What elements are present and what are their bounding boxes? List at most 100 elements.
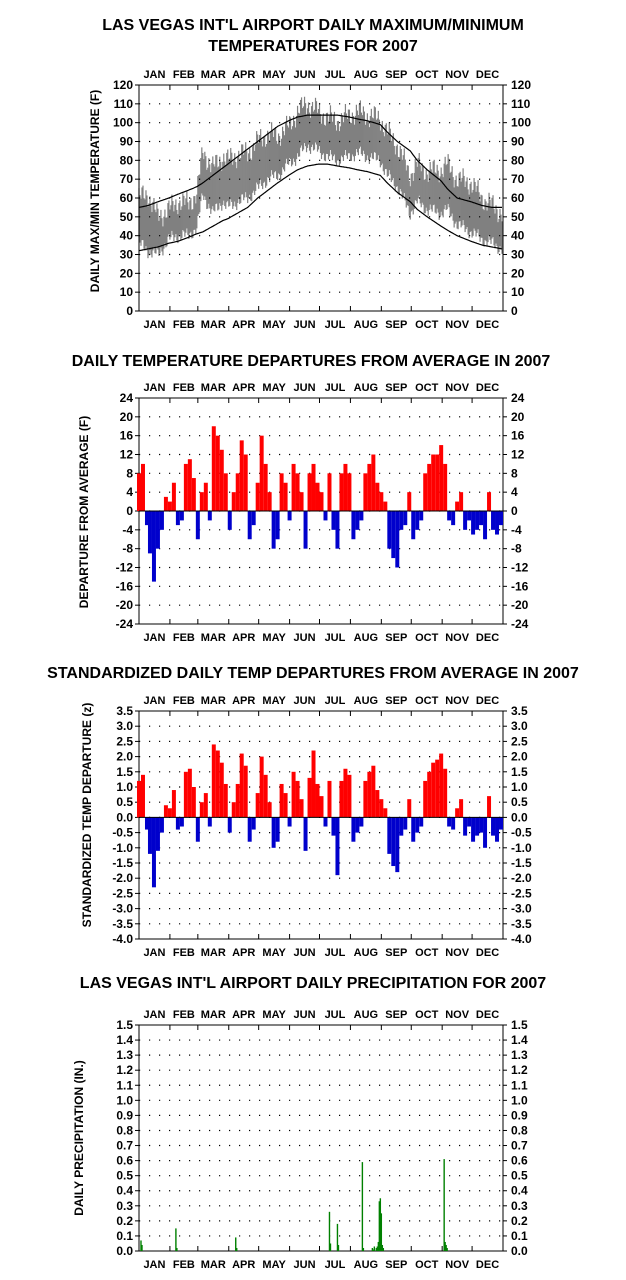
precip-bar [382, 1247, 385, 1251]
departure-bar [455, 501, 460, 511]
departure-bar [183, 771, 188, 818]
departure-bar [331, 817, 336, 836]
month-label-bottom-1-9: OCT [415, 632, 439, 644]
departure-bar [383, 501, 388, 511]
ytick-label-left-0-4: 40 [120, 229, 134, 243]
month-label-bottom-0-5: JUN [294, 319, 316, 331]
precip-bar [141, 1244, 143, 1251]
departure-bar [363, 473, 368, 511]
ytick-label-right-3-2: 0.2 [511, 1214, 528, 1228]
month-label-top-3-5: JUN [294, 1009, 316, 1021]
month-label-top-3-6: JUL [325, 1009, 346, 1021]
ytick-label-right-0-9: 90 [511, 135, 525, 149]
ytick-label-right-2-6: -1.0 [511, 841, 532, 855]
departure-bar [471, 817, 476, 842]
precip-bar [378, 1201, 381, 1251]
ytick-label-left-1-3: -12 [116, 561, 134, 575]
departure-bar [167, 501, 172, 511]
month-label-bottom-1-7: AUG [354, 632, 378, 644]
departure-bar [215, 435, 220, 511]
departure-bar [343, 768, 348, 818]
departure-bar [239, 753, 244, 818]
departure-bar [307, 473, 312, 511]
departure-bar [407, 492, 412, 511]
ytick-label-left-2-9: 0.5 [116, 795, 133, 809]
ytick-label-right-3-12: 1.2 [511, 1063, 528, 1077]
departure-bar [451, 511, 456, 526]
departure-bar [155, 511, 160, 549]
departure-bar [431, 762, 436, 818]
departure-bar [251, 817, 256, 830]
departure-bar [335, 511, 340, 549]
departure-bar [499, 817, 503, 830]
ytick-label-left-3-14: 1.4 [116, 1033, 133, 1047]
ytick-label-right-2-10: 1.0 [511, 780, 528, 794]
departure-bar [211, 426, 216, 511]
chart3-ylabel: STANDARDIZED TEMP DEPARTURE (z) [80, 703, 94, 928]
month-label-bottom-3-10: NOV [445, 1259, 470, 1271]
departure-bar [227, 817, 232, 833]
departure-bar [387, 817, 392, 854]
departure-bar [323, 817, 328, 827]
month-label-top-3-9: OCT [415, 1009, 439, 1021]
chart-standardized-departures: STANDARDIZED DAILY TEMP DEPARTURES FROM … [47, 665, 579, 959]
ytick-label-right-0-6: 60 [511, 191, 525, 205]
ytick-label-left-3-6: 0.6 [116, 1154, 133, 1168]
departure-bar [419, 817, 424, 827]
departure-bar [147, 817, 152, 854]
ytick-label-left-2-3: -2.5 [112, 886, 133, 900]
departure-bar [419, 511, 424, 521]
month-label-bottom-3-0: JAN [143, 1259, 165, 1271]
month-label-top-3-0: JAN [143, 1009, 165, 1021]
ytick-label-left-1-10: 16 [120, 429, 134, 443]
departure-bar [255, 793, 260, 818]
month-label-bottom-3-3: APR [232, 1259, 255, 1271]
ytick-label-right-1-8: 8 [511, 466, 518, 480]
ytick-label-right-1-0: -24 [511, 617, 529, 631]
departure-bar [267, 492, 272, 511]
ytick-label-left-3-9: 0.9 [116, 1108, 133, 1122]
ytick-label-left-1-1: -20 [116, 598, 134, 612]
precip-bar [176, 1247, 178, 1251]
departure-bar [467, 511, 472, 521]
month-label-bottom-1-11: DEC [476, 632, 499, 644]
month-label-top-2-6: JUL [325, 695, 346, 707]
departure-bar [203, 482, 208, 511]
ytick-label-right-3-9: 0.9 [511, 1108, 528, 1122]
departure-bar [359, 511, 364, 521]
departure-bar [255, 482, 260, 511]
departure-bar [367, 463, 372, 511]
month-label-top-1-7: AUG [354, 382, 378, 394]
ytick-label-right-3-1: 0.1 [511, 1229, 528, 1243]
departure-bar [367, 771, 372, 818]
month-label-top-2-8: SEP [385, 695, 407, 707]
departure-bar [299, 492, 304, 511]
ytick-label-right-2-8: 0.0 [511, 810, 528, 824]
departure-bar [179, 817, 184, 827]
month-label-bottom-1-5: JUN [294, 632, 316, 644]
month-label-bottom-3-1: FEB [173, 1259, 195, 1271]
month-label-bottom-0-1: FEB [173, 319, 195, 331]
departure-bar [423, 473, 428, 511]
month-label-top-0-2: MAR [201, 69, 226, 81]
departure-bar [363, 780, 368, 818]
departure-bar [207, 817, 212, 827]
departure-bar [243, 454, 248, 511]
departure-bar [211, 744, 216, 818]
ytick-label-left-0-5: 50 [120, 210, 134, 224]
departure-bar [295, 780, 300, 818]
month-label-bottom-3-9: OCT [415, 1259, 439, 1271]
ytick-label-left-1-5: -4 [122, 523, 133, 537]
precip-bar [446, 1247, 448, 1251]
departure-bar [455, 808, 460, 818]
ytick-label-left-0-9: 90 [120, 135, 134, 149]
precip-bar [175, 1228, 177, 1251]
month-label-top-3-7: AUG [354, 1009, 378, 1021]
month-label-bottom-2-5: JUN [294, 947, 316, 959]
departure-bar [487, 796, 492, 818]
departure-bar [339, 473, 344, 511]
departure-bar [323, 511, 328, 521]
precip-bar [361, 1162, 364, 1251]
departure-bar [199, 802, 204, 818]
departure-bar [495, 817, 500, 842]
